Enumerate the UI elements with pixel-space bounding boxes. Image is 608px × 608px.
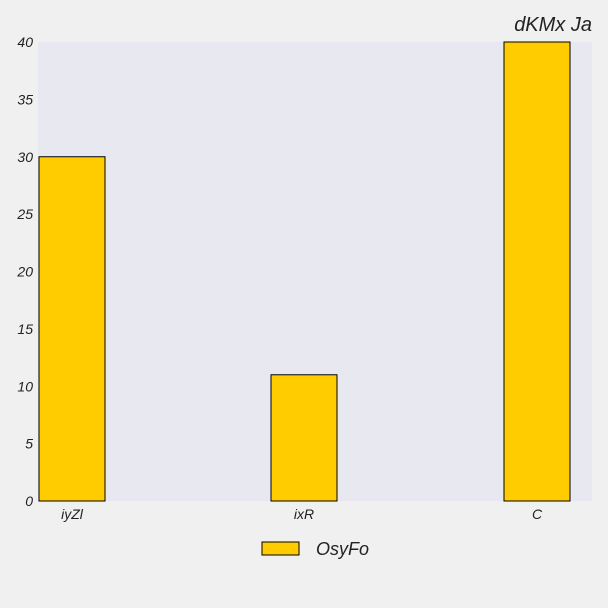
x-tick-label: C <box>532 506 543 522</box>
y-tick-label: 30 <box>17 149 33 165</box>
y-axis: 0 5 10 15 20 25 30 35 40 <box>16 34 33 509</box>
y-tick-label: 0 <box>25 493 33 509</box>
y-tick-label: 5 <box>25 436 33 452</box>
chart-title: dKMx Ja <box>514 14 592 36</box>
x-tick-label: iyZl <box>61 506 84 522</box>
y-tick-label: 25 <box>16 206 33 222</box>
y-tick-label: 35 <box>17 91 33 107</box>
legend-swatch <box>261 541 300 556</box>
y-tick-label: 15 <box>17 321 33 337</box>
y-tick-label: 40 <box>17 34 33 50</box>
y-tick-label: 10 <box>17 378 33 394</box>
y-tick-label: 20 <box>16 264 33 280</box>
x-axis: iyZl ixR C <box>61 506 543 522</box>
legend: OsyFo <box>261 539 369 559</box>
bar <box>38 156 106 502</box>
bar <box>503 41 571 502</box>
bar <box>270 374 338 502</box>
legend-label: OsyFo <box>316 539 369 559</box>
bars <box>38 41 571 502</box>
x-tick-label: ixR <box>294 506 314 522</box>
